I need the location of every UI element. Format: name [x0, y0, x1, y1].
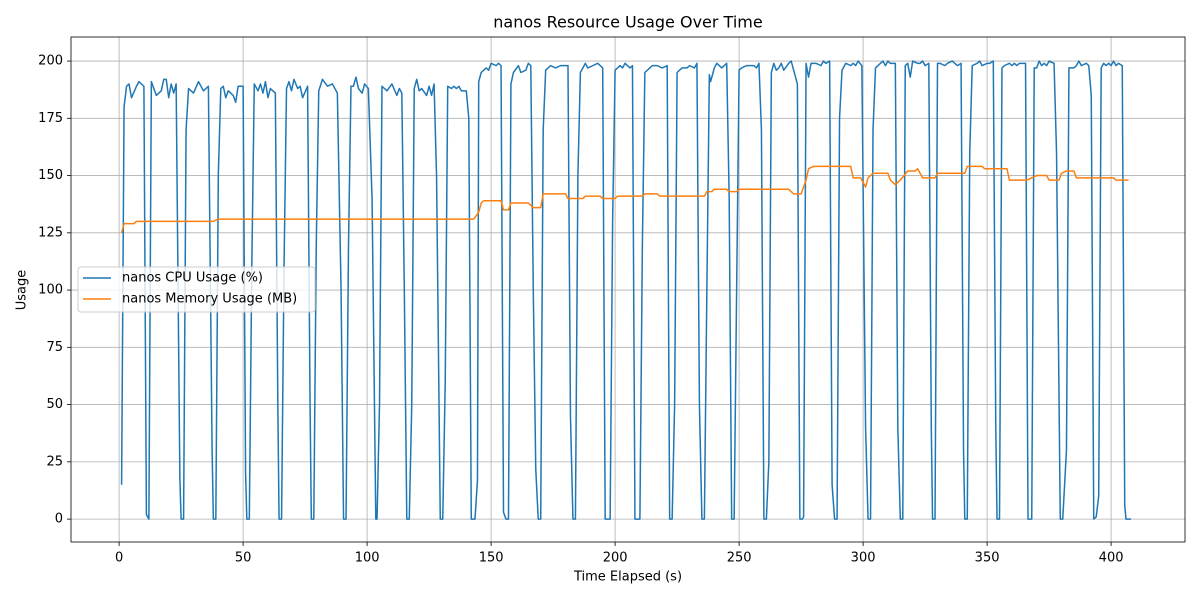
x-axis-label: Time Elapsed (s): [573, 570, 682, 585]
x-tick-label: 300: [851, 551, 876, 566]
y-tick-label: 75: [46, 340, 63, 355]
y-tick-label: 25: [46, 454, 63, 469]
x-tick-label: 350: [975, 551, 1000, 566]
y-tick-label: 50: [46, 397, 63, 412]
y-axis-label: Usage: [15, 270, 30, 311]
legend-box: [77, 266, 316, 313]
data-line: [120, 165, 1129, 234]
legend-label: nanos Memory Usage (MB): [122, 292, 297, 307]
x-tick-label: 400: [1099, 551, 1124, 566]
y-tick-label: 150: [38, 168, 63, 183]
y-tick-label: 100: [38, 283, 63, 298]
data-line: [120, 60, 1131, 520]
x-tick-label: 50: [235, 551, 252, 566]
x-tick-label: 100: [355, 551, 380, 566]
legend-label: nanos CPU Usage (%): [122, 271, 263, 286]
y-tick-label: 0: [55, 512, 63, 527]
x-tick-label: 250: [727, 551, 752, 566]
x-tick-label: 0: [115, 551, 123, 566]
axes-frame: [70, 36, 1186, 543]
y-tick-label: 175: [38, 111, 63, 126]
legend: nanos CPU Usage (%) nanos Memory Usage (M…: [77, 266, 316, 313]
y-tick-label: 200: [38, 54, 63, 69]
chart-title: nanos Resource Usage Over Time: [493, 13, 762, 32]
x-tick-label: 150: [479, 551, 504, 566]
y-tick-label: 125: [38, 225, 63, 240]
x-tick-label: 200: [603, 551, 628, 566]
